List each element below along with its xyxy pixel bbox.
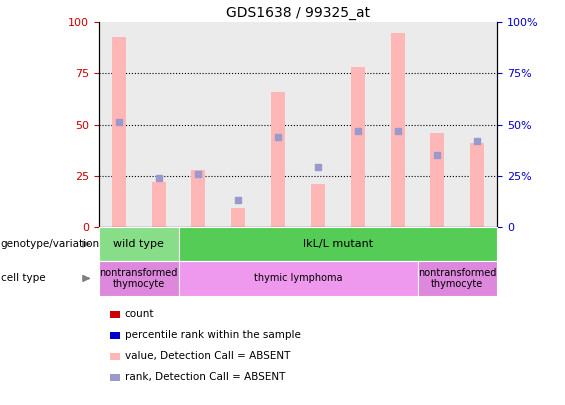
Bar bbox=[179, 261, 418, 296]
Bar bbox=[192, 170, 206, 227]
Text: nontransformed
thymocyte: nontransformed thymocyte bbox=[418, 268, 497, 289]
Text: cell type: cell type bbox=[1, 273, 45, 283]
Bar bbox=[139, 22, 179, 227]
Text: nontransformed
thymocyte: nontransformed thymocyte bbox=[99, 268, 178, 289]
Bar bbox=[298, 22, 338, 227]
Bar bbox=[99, 261, 179, 296]
Bar bbox=[418, 261, 497, 296]
Bar bbox=[99, 22, 139, 227]
Bar bbox=[418, 22, 458, 227]
Text: count: count bbox=[125, 309, 154, 319]
Text: value, Detection Call = ABSENT: value, Detection Call = ABSENT bbox=[125, 352, 290, 361]
Bar bbox=[112, 36, 126, 227]
Bar bbox=[390, 32, 405, 227]
Bar bbox=[351, 67, 365, 227]
Bar bbox=[311, 184, 325, 227]
Text: percentile rank within the sample: percentile rank within the sample bbox=[125, 330, 301, 340]
Bar bbox=[179, 227, 497, 261]
Bar bbox=[271, 92, 285, 227]
Text: rank, Detection Call = ABSENT: rank, Detection Call = ABSENT bbox=[125, 373, 285, 382]
Bar bbox=[219, 22, 258, 227]
Text: genotype/variation: genotype/variation bbox=[1, 239, 99, 249]
Bar bbox=[470, 143, 484, 227]
Bar bbox=[99, 227, 179, 261]
Bar bbox=[458, 22, 497, 227]
Bar bbox=[431, 133, 445, 227]
Text: thymic lymphoma: thymic lymphoma bbox=[254, 273, 342, 283]
Bar bbox=[378, 22, 418, 227]
Bar bbox=[179, 22, 219, 227]
Text: lkL/L mutant: lkL/L mutant bbox=[303, 239, 373, 249]
Bar bbox=[338, 22, 378, 227]
Bar bbox=[151, 182, 166, 227]
Bar bbox=[231, 209, 245, 227]
Text: wild type: wild type bbox=[113, 239, 164, 249]
Bar bbox=[258, 22, 298, 227]
Title: GDS1638 / 99325_at: GDS1638 / 99325_at bbox=[226, 6, 370, 20]
